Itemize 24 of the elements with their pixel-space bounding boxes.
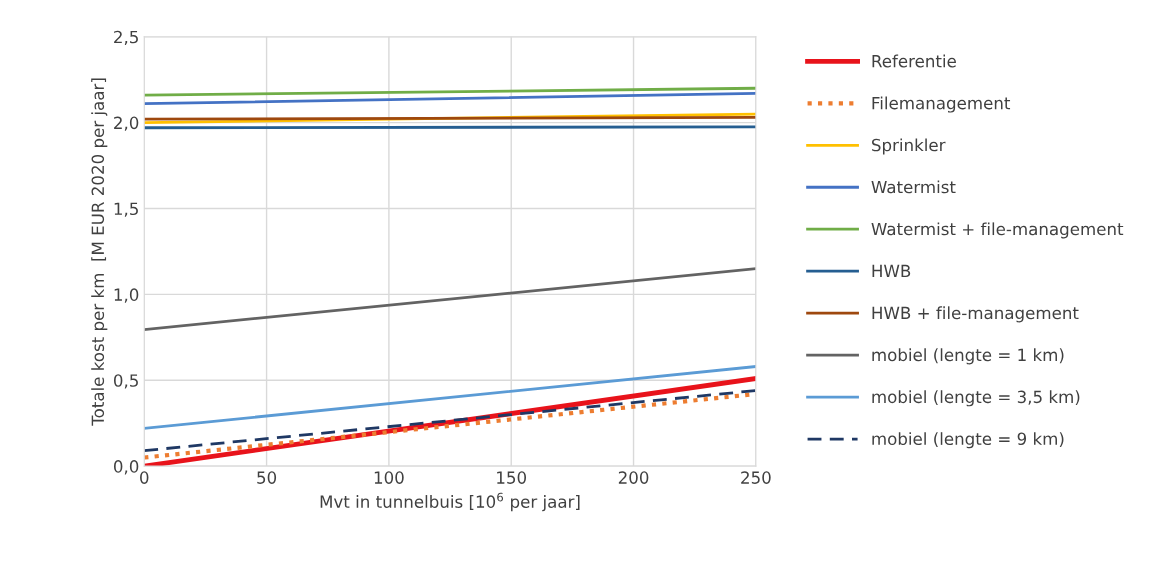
x-axis-title: Mvt in tunnelbuis [10$^{6}$ per jaar]: [320, 492, 580, 512]
legend-label: Watermist + file-management: [871, 222, 1124, 239]
y-tick-label: 0,0: [113, 460, 139, 475]
legend-label: Watermist: [871, 180, 956, 194]
x-tick-label: 200: [618, 471, 649, 484]
x-tick-label: 150: [497, 471, 527, 484]
y-tick-label: 1,0: [114, 288, 139, 303]
x-tick-label: 100: [374, 471, 404, 484]
y-axis-title: Totale kost per km [M EUR 2020 per jaar]: [91, 78, 108, 426]
y-tick-label: 0,5: [113, 374, 138, 389]
x-tick-label: 0: [140, 471, 149, 484]
x-tick-label: 50: [257, 471, 277, 484]
legend-label: mobiel (lengte = 1 km): [872, 348, 1064, 365]
legend-label: mobiel (lengte = 3,5 km): [872, 390, 1080, 407]
legend-label: Filemanagement: [872, 96, 1011, 113]
y-tick-label: 1,5: [114, 202, 138, 217]
y-tick-label: 2,5: [114, 30, 138, 45]
y-tick-label: 2,0: [114, 116, 139, 131]
x-tick-label: 250: [741, 471, 771, 484]
legend-label: HWB + file-management: [872, 306, 1079, 323]
legend-label: Sprinkler: [872, 138, 946, 155]
legend-label: HWB: [872, 264, 911, 278]
legend-label: mobiel (lengte = 9 km): [872, 432, 1064, 449]
legend-label: Referentie: [872, 54, 956, 68]
